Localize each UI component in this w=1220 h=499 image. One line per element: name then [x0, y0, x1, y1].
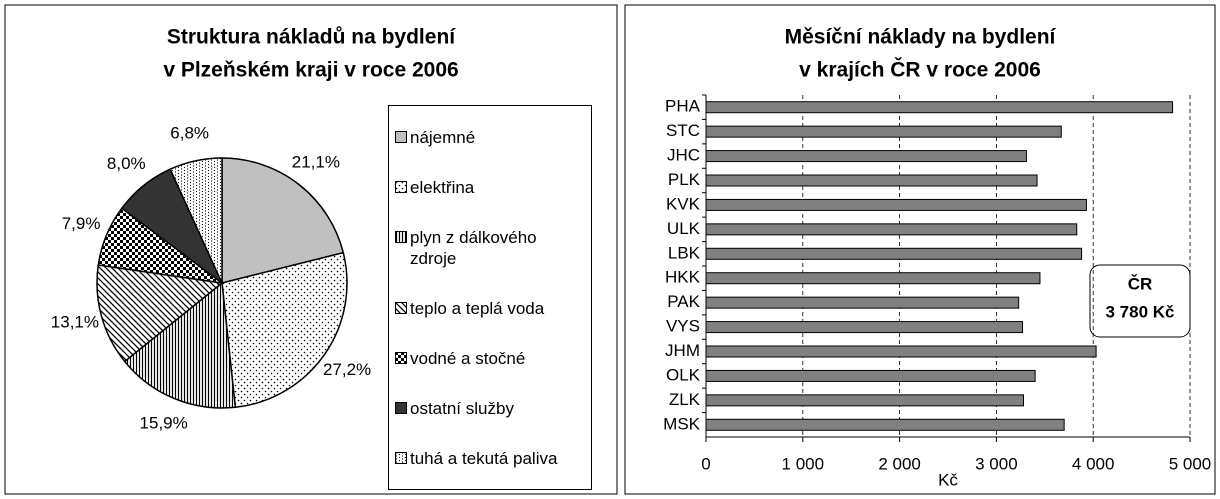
pie-slice	[221, 251, 348, 409]
legend-swatch	[395, 180, 407, 193]
data-label: 27,2%	[323, 360, 371, 379]
y-tick-label: JHC	[667, 146, 700, 165]
x-tick-label: 5 000	[1169, 454, 1212, 473]
legend-entry: tuhá a tekutá paliva	[395, 448, 585, 469]
legend-swatch	[395, 230, 407, 243]
y-tick-label: PHA	[665, 97, 701, 116]
bar	[705, 418, 1065, 431]
panel	[624, 4, 1216, 495]
bar	[705, 369, 1036, 382]
chart-title: Struktura nákladů na bydlení	[167, 26, 456, 49]
panel	[4, 4, 618, 495]
y-tick-label: PAK	[667, 292, 700, 311]
y-tick-label: HKK	[665, 268, 701, 287]
x-tick-label: 0	[701, 454, 710, 473]
legend-label: tuhá a tekutá paliva	[410, 448, 558, 468]
legend-label: ostatní služby	[410, 398, 514, 418]
legend-swatch	[395, 451, 407, 464]
chart-title: v Plzeňském kraji v roce 2006	[163, 59, 458, 82]
legend-entry: vodné a stočné	[395, 348, 585, 369]
y-tick-label: JHM	[665, 341, 700, 360]
bar	[705, 394, 1025, 407]
bar	[705, 223, 1078, 236]
legend-swatch	[395, 351, 407, 364]
legend-label: plyn z dálkového zdroje	[410, 227, 537, 268]
data-label: 7,9%	[62, 214, 101, 233]
bar	[705, 345, 1097, 358]
legend-entry: elektřina	[395, 177, 585, 198]
legend-entry: plyn z dálkového zdroje	[395, 227, 585, 269]
legend-entry: nájemné	[395, 127, 585, 148]
bar	[705, 198, 1087, 211]
bar	[705, 272, 1041, 285]
chart-title: v krajích ČR v roce 2006	[799, 58, 1041, 82]
annotation: 3 780 Kč	[1106, 302, 1175, 321]
pie-slice	[169, 157, 223, 284]
data-label: 8,0%	[107, 154, 146, 173]
pie-slice	[221, 157, 345, 284]
legend-label: nájemné	[410, 127, 476, 147]
x-tick-label: 1 000	[782, 454, 825, 473]
y-tick-label: MSK	[663, 414, 701, 433]
y-tick-label: ULK	[667, 219, 701, 238]
data-label: 13,1%	[51, 313, 99, 332]
y-tick-label: VYS	[666, 317, 700, 336]
bar	[705, 174, 1038, 187]
legend-entry: ostatní služby	[395, 398, 585, 419]
bar	[705, 247, 1083, 260]
y-tick-label: OLK	[666, 365, 701, 384]
y-tick-label: LBK	[668, 243, 701, 262]
x-tick-label: 2 000	[878, 454, 921, 473]
x-tick-label: 4 000	[1072, 454, 1115, 473]
legend-label: elektřina	[410, 177, 475, 197]
y-tick-label: PLK	[668, 170, 701, 189]
annotation: ČR	[1128, 274, 1153, 293]
legend-entry: teplo a teplá voda	[395, 298, 585, 319]
x-tick-label: 3 000	[975, 454, 1018, 473]
bar	[705, 321, 1024, 334]
y-tick-label: ZLK	[669, 390, 701, 409]
x-axis-label: Kč	[938, 470, 958, 489]
pie-slice	[123, 281, 237, 409]
data-label: 6,8%	[170, 123, 209, 142]
pie-slice	[96, 264, 224, 363]
chart-title: Měsíční náklady na bydlení	[785, 26, 1057, 49]
bar	[705, 125, 1062, 138]
bar	[705, 150, 1027, 163]
legend-swatch	[395, 301, 407, 314]
data-label: 21,1%	[292, 152, 340, 171]
bar	[705, 296, 1020, 309]
legend-swatch	[395, 130, 407, 143]
data-label: 15,9%	[140, 413, 188, 432]
legend: nájemné elektřina plyn z dálkového zdroje t…	[388, 105, 592, 490]
y-tick-label: KVK	[666, 194, 701, 213]
bar	[705, 101, 1174, 114]
legend-label: teplo a teplá voda	[410, 298, 545, 318]
legend-label: vodné a stočné	[410, 348, 526, 368]
y-tick-label: STC	[666, 121, 700, 140]
legend-swatch	[395, 401, 407, 414]
